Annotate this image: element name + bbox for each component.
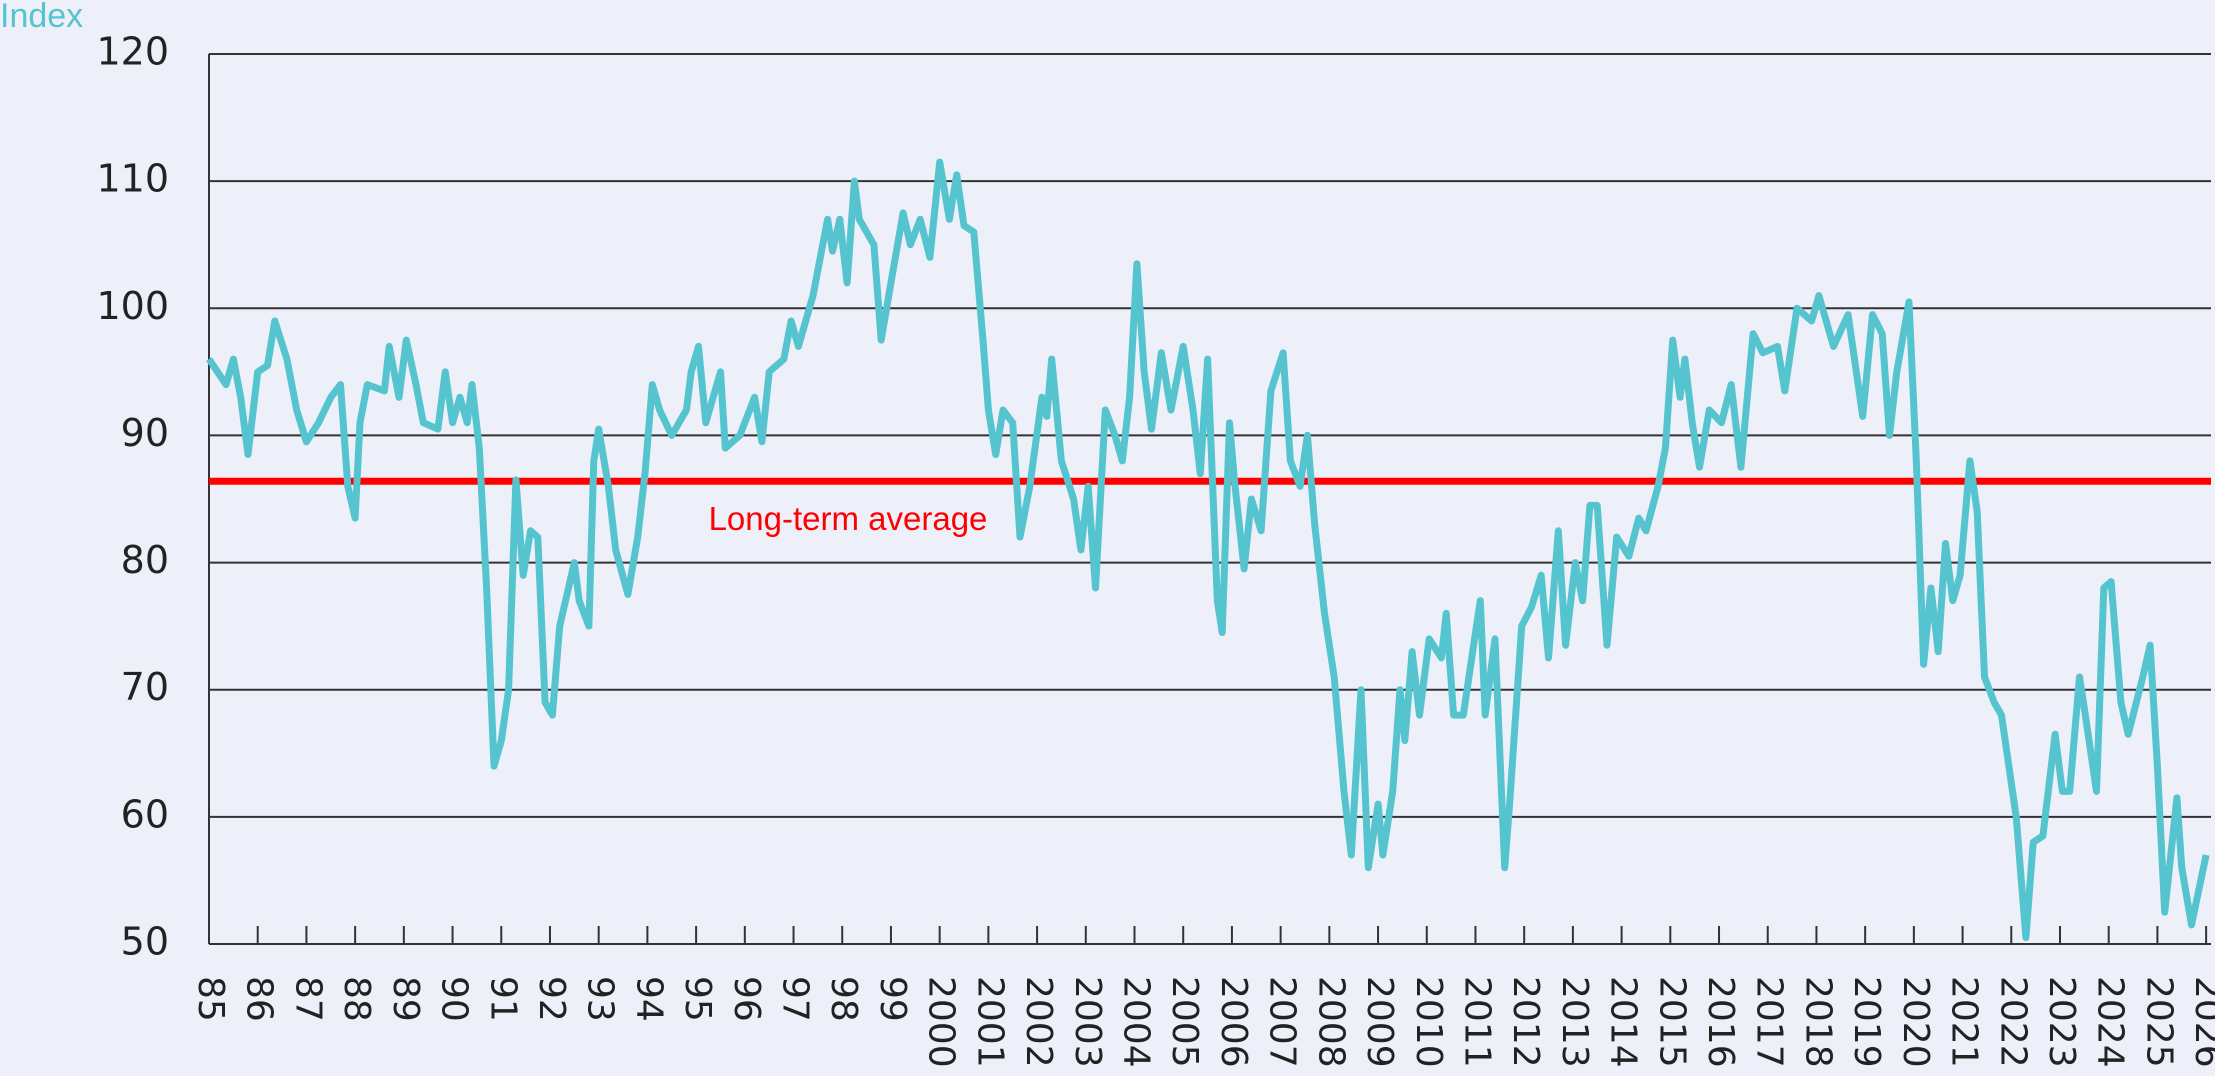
- x-tick-label: 2016: [1700, 976, 1741, 1068]
- x-tick-label: 2013: [1554, 976, 1595, 1068]
- x-tick-label: 2004: [1115, 976, 1156, 1068]
- y-axis-label: Index: [0, 0, 83, 35]
- data-line: [206, 158, 2210, 942]
- x-tick-label: 2006: [1213, 976, 1254, 1068]
- x-tick-label: 2010: [1408, 976, 1449, 1068]
- x-tick-label: 85: [190, 976, 231, 1022]
- y-tick-label: 120: [96, 30, 169, 74]
- x-tick-label: 96: [726, 976, 767, 1022]
- x-tick-label: 2002: [1018, 976, 1059, 1068]
- x-tick-label: 2012: [1505, 976, 1546, 1068]
- x-tick-label: 90: [434, 976, 475, 1022]
- x-tick-label: 91: [482, 976, 523, 1022]
- reference-label: Long-term average: [709, 500, 988, 537]
- x-tick-label: 98: [823, 976, 864, 1022]
- x-tick-label: 2008: [1310, 976, 1351, 1068]
- y-tick-label: 100: [96, 284, 169, 328]
- x-tick-label: 2020: [1895, 976, 1936, 1068]
- x-tick-label: 2001: [969, 976, 1010, 1068]
- x-tick-label: 2019: [1846, 976, 1887, 1068]
- x-tick-label: 2024: [2090, 976, 2131, 1068]
- x-tick-label: 2021: [1944, 976, 1985, 1068]
- x-tick-label: 2009: [1359, 976, 1400, 1068]
- x-tick-label: 2005: [1164, 976, 1205, 1068]
- y-tick-label: 50: [121, 920, 169, 964]
- x-tick-label: 93: [580, 976, 621, 1022]
- x-tick-label: 2026: [2187, 976, 2215, 1068]
- x-tick-label: 2015: [1651, 976, 1692, 1068]
- x-tick-label: 2011: [1456, 976, 1497, 1068]
- x-tick-label: 95: [677, 976, 718, 1022]
- x-tick-label: 2022: [1992, 976, 2033, 1068]
- y-tick-label: 80: [121, 538, 169, 582]
- x-tick-label: 2007: [1262, 976, 1303, 1068]
- x-tick-label: 2018: [1797, 976, 1838, 1068]
- x-tick-label: 97: [775, 976, 816, 1022]
- x-tick-label: 2023: [2041, 976, 2082, 1068]
- x-tick-label: 86: [239, 976, 280, 1022]
- x-tick-label: 89: [385, 976, 426, 1022]
- y-tick-label: 70: [121, 665, 169, 709]
- x-tick-label: 87: [287, 976, 328, 1022]
- x-tick-label: 2003: [1067, 976, 1108, 1068]
- y-tick-label: 60: [121, 792, 169, 836]
- x-tick-label: 2025: [2138, 976, 2179, 1068]
- y-tick-label: 90: [121, 411, 169, 455]
- x-tick-label: 2014: [1603, 976, 1644, 1068]
- x-tick-label: 88: [336, 976, 377, 1022]
- x-tick-label: 2017: [1749, 976, 1790, 1068]
- x-tick-label: 99: [872, 976, 913, 1022]
- x-tick-label: 94: [628, 976, 669, 1022]
- x-tick-label: 92: [531, 976, 572, 1022]
- y-tick-label: 110: [96, 157, 169, 201]
- x-tick-label: 2000: [921, 976, 962, 1068]
